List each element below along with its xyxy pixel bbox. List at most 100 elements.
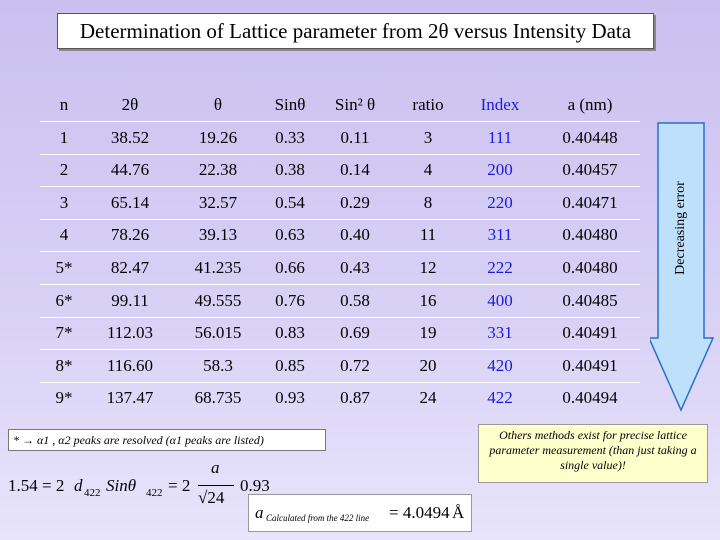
table-cell: 5* — [55, 258, 73, 277]
footnote: * → α1 , α2 peaks are resolved (α1 peaks… — [8, 429, 326, 451]
side-label: Decreasing error — [673, 181, 688, 275]
table-cell: 38.52 — [110, 127, 150, 147]
table-cell: 0.40480 — [562, 258, 618, 277]
header-cell: ratio — [412, 95, 444, 114]
table-cell: 0.87 — [340, 388, 370, 408]
table-cell: 39.13 — [198, 225, 238, 245]
table-cell: 0.85 — [275, 355, 305, 375]
row-divider — [40, 284, 640, 285]
table-cell: 0.58 — [340, 290, 370, 310]
slide-title: Determination of Lattice parameter from … — [57, 13, 654, 49]
table-cell: 0.76 — [275, 290, 305, 310]
table-cell: 112.03 — [106, 323, 154, 343]
header-cell: n — [59, 95, 69, 114]
table-cell: 4 — [423, 160, 433, 180]
table-cell: 422 — [487, 388, 513, 408]
row-divider — [40, 218, 640, 220]
table-cell: 311 — [487, 225, 513, 245]
table-cell: 0.38 — [275, 160, 305, 180]
formula-den: √24 — [198, 488, 225, 507]
result-a: a — [255, 503, 264, 522]
formula-lhs: 1.54 = 2 — [8, 476, 65, 495]
result-value: = 4.0494 — [389, 503, 450, 522]
table-cell: 65.14 — [110, 192, 150, 212]
table-cell: 0.40448 — [562, 127, 618, 147]
table-cell: 0.69 — [340, 323, 370, 343]
table-cell: 19.26 — [198, 127, 238, 147]
table-cell: 420 — [487, 355, 513, 375]
arrow: Decreasing error — [650, 122, 714, 412]
formula-d: d — [74, 476, 83, 495]
table-cell: 0.93 — [275, 388, 305, 408]
table-cell: 0.83 — [275, 323, 305, 343]
table-cell: 0.40 — [340, 225, 370, 245]
note: Others methods exist for precise lattice… — [478, 424, 708, 483]
table-cell: 22.38 — [198, 160, 238, 180]
table-cell: 20 — [419, 355, 437, 375]
table-cell: 11 — [419, 225, 437, 245]
table-cell: 58.3 — [203, 355, 233, 375]
header-cell: a (nm) — [567, 95, 613, 114]
table-cell: 0.72 — [340, 355, 370, 375]
table-cell: 9* — [55, 388, 73, 408]
table-cell: 331 — [487, 323, 513, 343]
table-cell: 16 — [419, 290, 437, 310]
formula-sin-sub: 422 — [146, 487, 163, 499]
fraction-bar — [198, 485, 234, 486]
result-sub: Calculated from the 422 line — [266, 513, 370, 523]
table-cell: 111 — [487, 127, 513, 147]
header-cell: Sin² θ — [334, 95, 376, 114]
table-cell: 0.29 — [340, 192, 370, 212]
table-cell: 2 — [59, 160, 69, 180]
row-divider — [40, 121, 640, 122]
table-cell: 3 — [59, 192, 69, 212]
row-divider — [40, 349, 640, 351]
table-cell: 24 — [419, 388, 437, 408]
row-divider — [40, 251, 640, 253]
table-cell: 41.235 — [194, 258, 242, 277]
table-cell: 0.40457 — [562, 160, 618, 180]
result-box: a Calculated from the 422 line = 4.0494 … — [248, 494, 472, 532]
table-cell: 0.54 — [275, 192, 305, 212]
table-cell: 0.66 — [275, 258, 305, 277]
table-cell: 68.735 — [194, 388, 242, 408]
table-cell: 0.14 — [340, 160, 370, 180]
table-cell: 222 — [487, 258, 513, 277]
table-cell: 8 — [423, 192, 433, 212]
row-divider — [40, 153, 640, 155]
header-cell: Index — [480, 95, 520, 114]
table-cell: 78.26 — [110, 225, 150, 245]
table-cell: 137.47 — [106, 388, 154, 408]
table-cell: 0.40494 — [562, 388, 618, 408]
table-cell: 220 — [487, 192, 513, 212]
table-cell: 12 — [419, 258, 437, 277]
table-cell: 0.40485 — [562, 290, 618, 310]
table-cell: 0.40491 — [562, 355, 618, 375]
formula-sin: Sinθ — [106, 476, 137, 495]
table-cell: 99.11 — [111, 290, 149, 310]
table-cell: 8* — [55, 355, 73, 375]
header-cell: 2θ — [121, 95, 139, 114]
header-cell: Sinθ — [274, 95, 306, 114]
table-cell: 4 — [59, 225, 69, 245]
result-unit: Å — [452, 503, 465, 522]
table-cell: 19 — [419, 323, 437, 343]
table-cell: 3 — [423, 127, 433, 147]
formula-num: a — [211, 458, 220, 477]
table-cell: 32.57 — [198, 192, 238, 212]
table-cell: 82.47 — [110, 258, 150, 277]
formula: 1.54 = 2 d 422 Sinθ 422 = 2 a √24 0.93 — [8, 458, 308, 514]
formula-eq: = 2 — [168, 476, 191, 495]
table-cell: 0.40471 — [562, 192, 618, 212]
row-divider — [40, 381, 640, 383]
table-cell: 400 — [487, 290, 513, 310]
row-divider — [40, 186, 640, 188]
table-cell: 116.60 — [106, 355, 154, 375]
arrow-shape — [650, 122, 714, 412]
table-cell: 7* — [55, 323, 73, 343]
table-cell: 0.40491 — [562, 323, 618, 343]
formula-d-sub: 422 — [84, 487, 101, 499]
table-cell: 0.11 — [340, 127, 370, 147]
header-cell: θ — [213, 95, 223, 114]
